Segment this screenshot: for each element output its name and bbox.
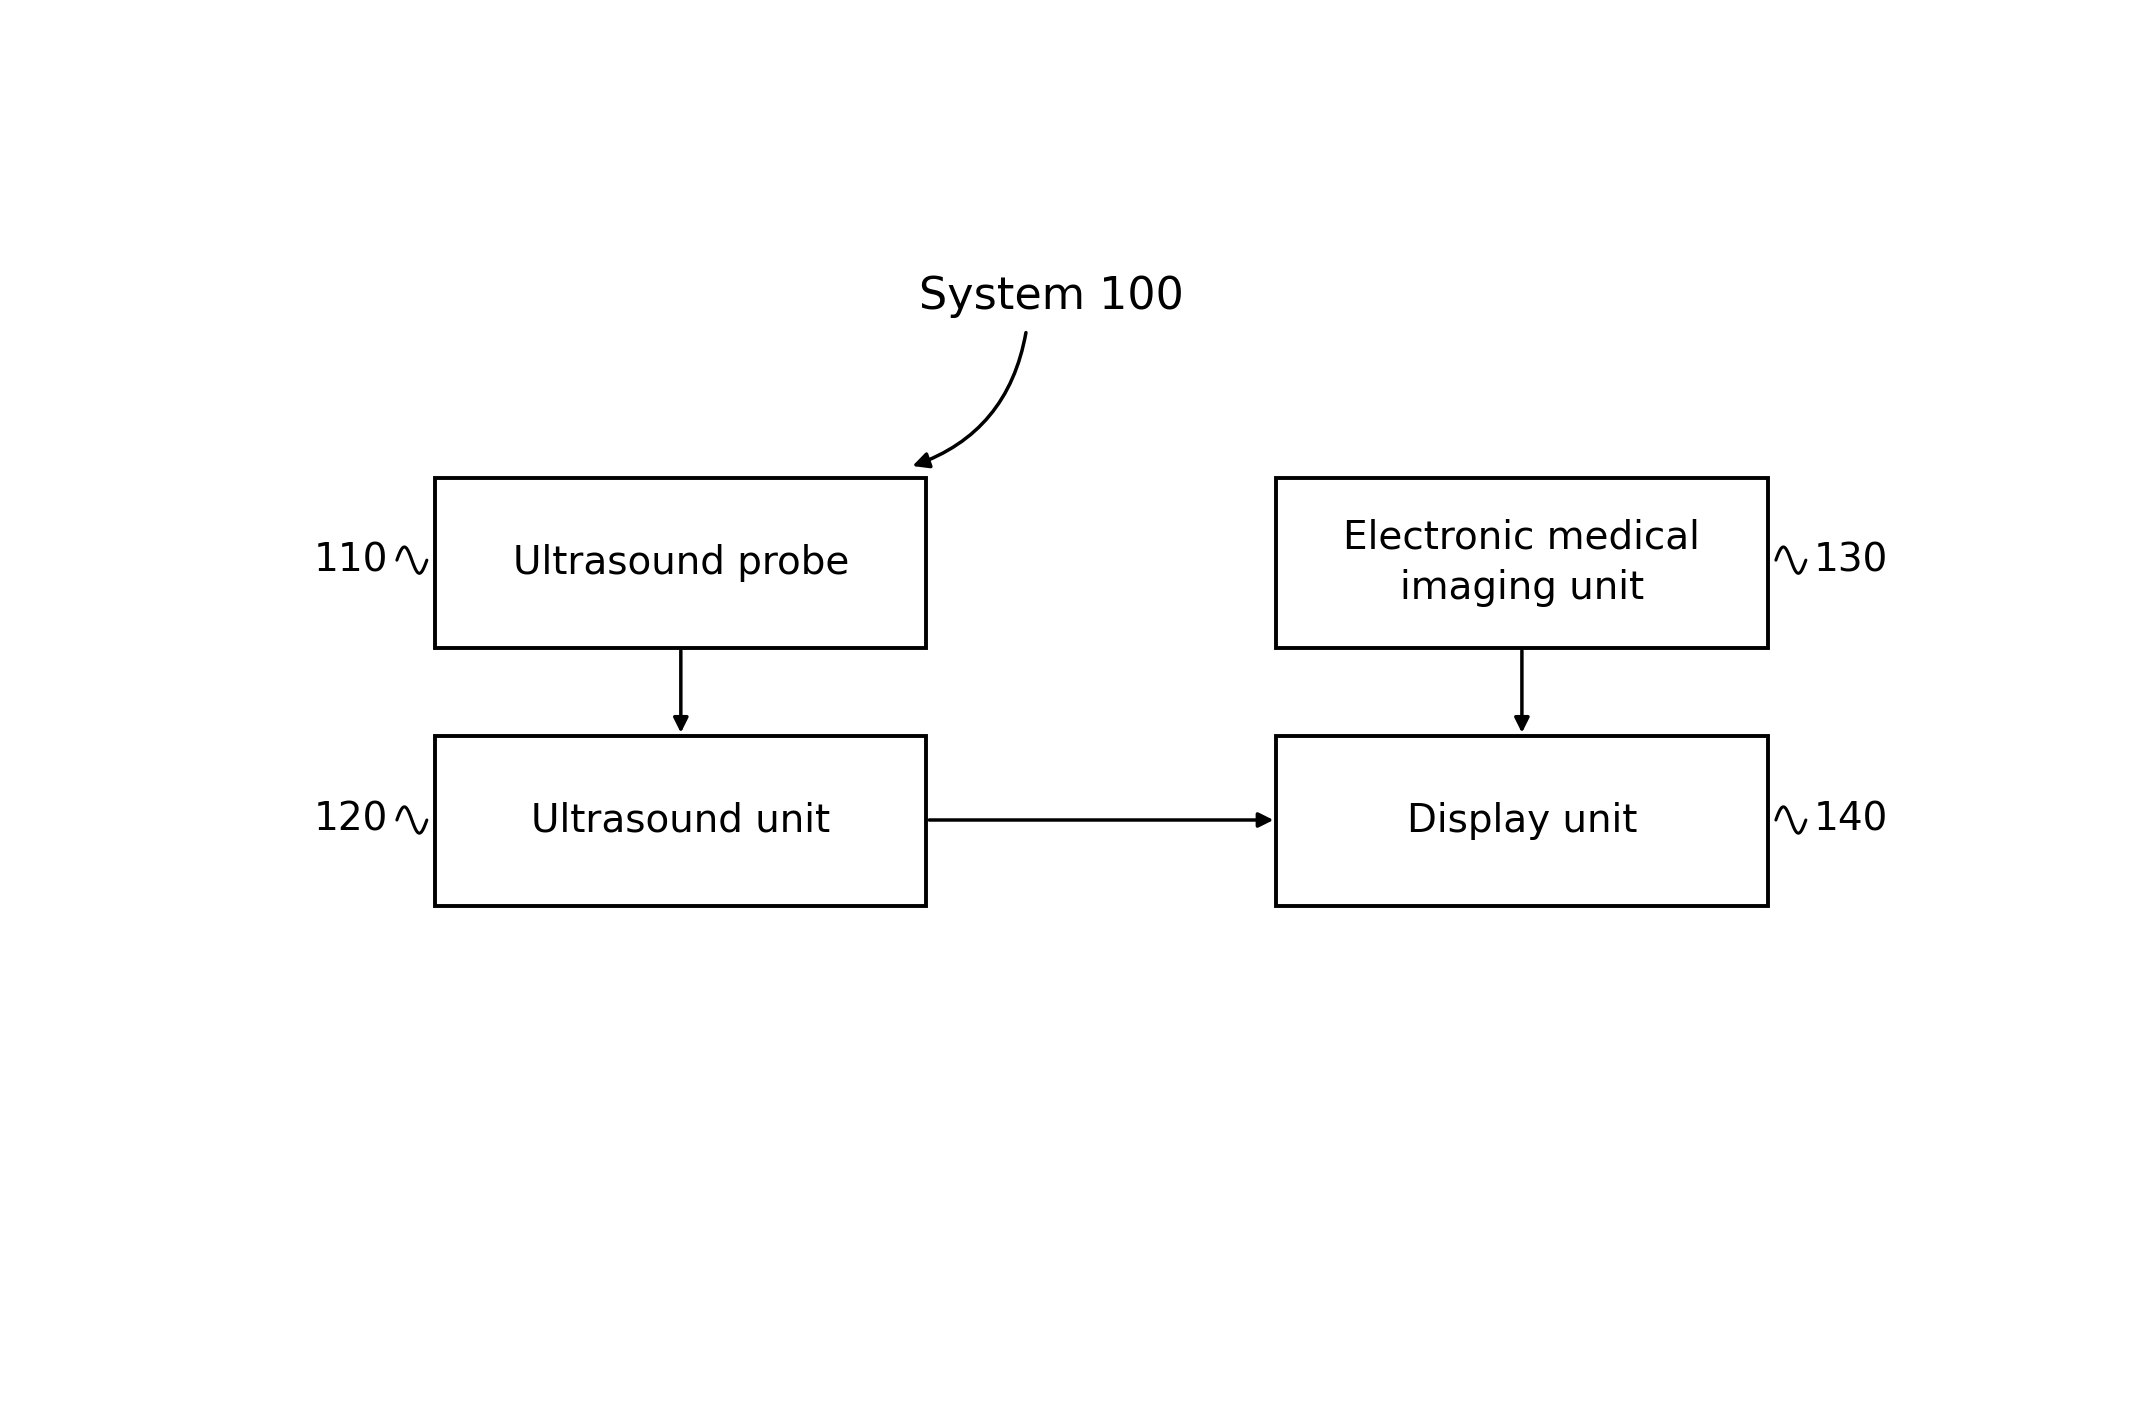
FancyBboxPatch shape [434, 478, 926, 648]
Text: 110: 110 [314, 541, 389, 580]
Text: Electronic medical
imaging unit: Electronic medical imaging unit [1343, 518, 1700, 607]
Text: 130: 130 [1814, 541, 1889, 580]
Text: 140: 140 [1814, 800, 1889, 839]
Text: Ultrasound unit: Ultrasound unit [531, 802, 830, 840]
Text: Ultrasound probe: Ultrasound probe [514, 544, 849, 582]
FancyBboxPatch shape [1277, 478, 1766, 648]
Text: System 100: System 100 [920, 275, 1184, 319]
FancyBboxPatch shape [1277, 736, 1766, 906]
Text: Display unit: Display unit [1408, 802, 1638, 840]
FancyBboxPatch shape [434, 736, 926, 906]
Text: 120: 120 [314, 800, 389, 839]
